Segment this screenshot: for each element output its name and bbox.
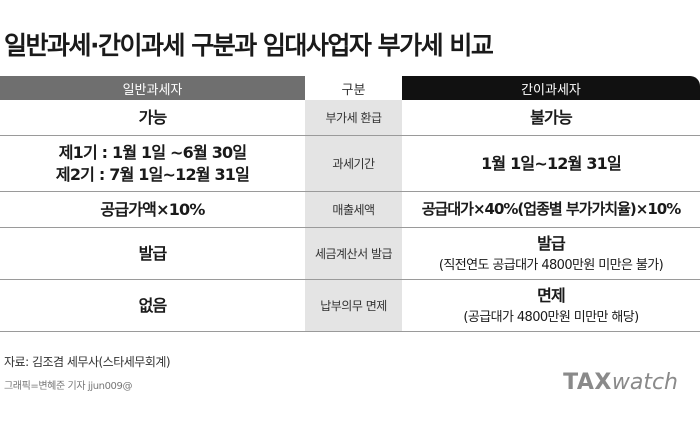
simplified-vat-refund-text: 불가능 — [530, 107, 573, 127]
general-vat-refund: 가능 — [0, 100, 305, 136]
category-payment-exemption: 납부의무 면제 — [305, 280, 402, 332]
general-output-tax: 공급가액×10% — [0, 192, 305, 228]
simplified-tax-invoice: 발급 (직전연도 공급대가 4800만원 미만은 불가) — [402, 228, 700, 280]
logo-tax-text: TAX — [563, 370, 612, 395]
simplified-tax-period: 1월 1일~12월 31일 — [402, 136, 700, 192]
simplified-vat-refund: 불가능 — [402, 100, 700, 136]
header-general-taxpayer: 일반과세자 — [0, 76, 305, 100]
simplified-output-tax: 공급대가×40%(업종별 부가가치율)×10% — [402, 192, 700, 228]
comparison-table: 일반과세자 구분 간이과세자 가능 부가세 환급 불가능 제1기 : 1월 1일… — [0, 76, 700, 332]
general-tax-period-line-1: 제1기 : 1월 1일 ~6월 30일 — [58, 142, 247, 162]
general-vat-refund-text: 가능 — [138, 107, 168, 127]
category-tax-invoice: 세금계산서 발급 — [305, 228, 402, 280]
graphic-credit: 그래픽=변혜준 기자 jjun009@ — [4, 381, 133, 392]
infographic-title: 일반과세·간이과세 구분과 임대사업자 부가세 비교 — [4, 31, 494, 60]
general-tax-invoice: 발급 — [0, 228, 305, 280]
simplified-tax-invoice-note: (직전연도 공급대가 4800만원 미만은 불가) — [438, 257, 664, 273]
general-tax-period-line-2: 제2기 : 7월 1일~12월 31일 — [55, 164, 250, 184]
general-output-tax-text: 공급가액×10% — [100, 199, 205, 219]
source-note: 자료: 김조겸 세무사(스타세무회계) — [4, 355, 171, 369]
taxwatch-logo: TAXwatch — [563, 370, 678, 395]
category-vat-refund: 부가세 환급 — [305, 100, 402, 136]
general-tax-period: 제1기 : 1월 1일 ~6월 30일 제2기 : 7월 1일~12월 31일 — [0, 136, 305, 192]
simplified-payment-exemption-text: 면제 — [537, 285, 566, 305]
category-tax-period: 과세기간 — [305, 136, 402, 192]
category-output-tax: 매출세액 — [305, 192, 402, 228]
simplified-payment-exemption: 면제 (공급대가 4800만원 미만만 해당) — [402, 280, 700, 332]
simplified-tax-period-text: 1월 1일~12월 31일 — [481, 153, 622, 173]
simplified-output-tax-text: 공급대가×40%(업종별 부가가치율)×10% — [421, 200, 681, 219]
logo-watch-text: watch — [611, 370, 678, 395]
simplified-tax-invoice-text: 발급 — [537, 233, 566, 253]
header-simplified-taxpayer: 간이과세자 — [402, 76, 700, 100]
simplified-payment-exemption-note: (공급대가 4800만원 미만만 해당) — [463, 309, 639, 325]
header-category: 구분 — [305, 76, 402, 100]
general-payment-exemption: 없음 — [0, 280, 305, 332]
general-tax-invoice-text: 발급 — [138, 243, 168, 263]
general-payment-exemption-text: 없음 — [138, 295, 168, 315]
